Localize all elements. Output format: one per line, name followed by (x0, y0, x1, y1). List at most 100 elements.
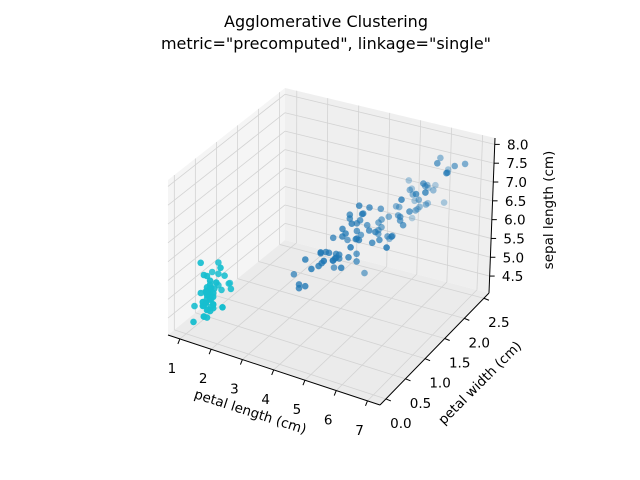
data-point-cluster-1 (420, 180, 427, 187)
data-point-cluster-0 (203, 272, 211, 280)
data-point-cluster-1 (430, 187, 437, 194)
data-point-cluster-0 (213, 279, 220, 286)
data-point-cluster-0 (197, 289, 205, 297)
data-point-cluster-1 (399, 221, 407, 229)
data-point-cluster-1 (366, 204, 373, 211)
x-tick-label: 5 (293, 402, 302, 418)
z-gridline-left (167, 167, 286, 262)
x-tick-mark (239, 359, 243, 365)
data-point-cluster-1 (440, 199, 448, 206)
data-point-cluster-1 (437, 154, 444, 162)
data-point-cluster-0 (203, 314, 211, 321)
data-point-cluster-1 (434, 160, 441, 167)
x-gridline-floor (304, 273, 418, 381)
data-point-cluster-1 (348, 220, 356, 227)
data-point-cluster-0 (190, 318, 197, 326)
data-point-cluster-1 (412, 190, 420, 198)
data-point-cluster-1 (353, 250, 360, 258)
z-gridline-left (167, 93, 286, 187)
z-tick-label: 7.5 (506, 156, 527, 172)
data-point-cluster-1 (398, 196, 405, 203)
y-gridline-floor (195, 312, 406, 380)
data-point-cluster-1 (317, 249, 325, 256)
data-point-cluster-0 (209, 289, 217, 297)
data-point-cluster-1 (295, 281, 303, 288)
floor-pane (168, 240, 489, 405)
data-point-cluster-1 (408, 185, 416, 192)
y-gridline-floor (216, 295, 426, 360)
data-point-cluster-1 (383, 244, 390, 251)
data-point-cluster-1 (344, 236, 351, 244)
x-gridline-floor (335, 281, 448, 391)
x-gridline-back (446, 127, 453, 283)
data-point-cluster-1 (408, 214, 416, 222)
data-point-cluster-0 (227, 285, 235, 293)
data-point-cluster-0 (209, 301, 217, 308)
data-point-cluster-1 (365, 227, 373, 234)
z-gridline-back (284, 112, 495, 164)
data-point-cluster-1 (432, 181, 439, 189)
left-pane (168, 88, 285, 335)
y-tick-mark (464, 317, 470, 321)
z-gridline-left (167, 186, 286, 281)
data-point-cluster-0 (191, 302, 198, 310)
data-point-cluster-1 (353, 227, 361, 235)
z-tick-label: 4.5 (502, 269, 523, 285)
data-point-cluster-0 (202, 299, 210, 307)
tick-labels: 1 2 3 4 5 6 7 0.0 0.5 1.0 1.5 2.0 2.5 4.5 5.0 5.5 6.0 6.5… (168, 137, 529, 438)
data-point-cluster-1 (355, 236, 363, 244)
y-tick-mark (385, 398, 392, 402)
data-point-cluster-1 (345, 253, 352, 261)
y-tick-label: 0.0 (390, 416, 411, 432)
data-point-cluster-1 (347, 244, 354, 251)
z-tick-label: 6.5 (505, 194, 526, 210)
data-point-cluster-0 (208, 268, 216, 276)
data-point-cluster-1 (422, 189, 429, 196)
y-tick-label: 1.5 (449, 356, 470, 372)
data-point-cluster-1 (385, 213, 393, 220)
x-tick-label: 1 (168, 361, 177, 377)
data-point-cluster-1 (378, 223, 385, 231)
y-gridline-floor (237, 278, 445, 339)
data-point-cluster-1 (363, 221, 371, 229)
data-point-cluster-1 (301, 282, 309, 290)
data-point-cluster-1 (424, 199, 432, 207)
z-tick-label: 6.0 (504, 213, 525, 229)
axis-lines (167, 137, 496, 406)
data-point-cluster-1 (308, 265, 315, 273)
x-tick-label: 4 (261, 392, 270, 408)
data-points (190, 154, 469, 326)
z-gridline-back (284, 130, 494, 183)
y-tick-label: 2.0 (469, 335, 490, 351)
z-gridline-left (167, 223, 286, 319)
x-gridline-back (326, 98, 329, 251)
z-tick-label: 7.0 (506, 175, 527, 191)
x-axis-label: petal length (cm) (192, 387, 308, 438)
data-point-cluster-0 (217, 264, 224, 272)
y-tick-label: 1.0 (429, 376, 450, 392)
x-tick-mark (177, 338, 181, 345)
x-axis-line (167, 334, 381, 406)
data-point-cluster-1 (346, 215, 354, 222)
x-tick-label: 3 (230, 382, 239, 398)
y-axis-line (379, 292, 490, 406)
data-point-cluster-1 (325, 249, 333, 257)
y-tick-mark (424, 358, 431, 362)
x-tick-mark (365, 400, 368, 407)
data-point-cluster-1 (415, 196, 423, 204)
z-tick-label: 5.0 (503, 250, 524, 266)
x-gridline-floor (242, 258, 357, 360)
x-gridline-floor (210, 250, 327, 350)
y-tick-mark (405, 378, 411, 382)
data-point-cluster-1 (356, 217, 364, 224)
data-point-cluster-0 (197, 259, 204, 267)
z-gridline-back (284, 204, 491, 258)
x-gridline-floor (367, 289, 478, 402)
z-axis-label: sepal length (cm) (541, 151, 557, 270)
data-point-cluster-1 (330, 264, 338, 271)
data-point-cluster-1 (443, 169, 450, 177)
z-gridline-back (284, 186, 492, 239)
data-point-cluster-0 (215, 270, 222, 278)
x-gridline-floor (179, 242, 297, 340)
